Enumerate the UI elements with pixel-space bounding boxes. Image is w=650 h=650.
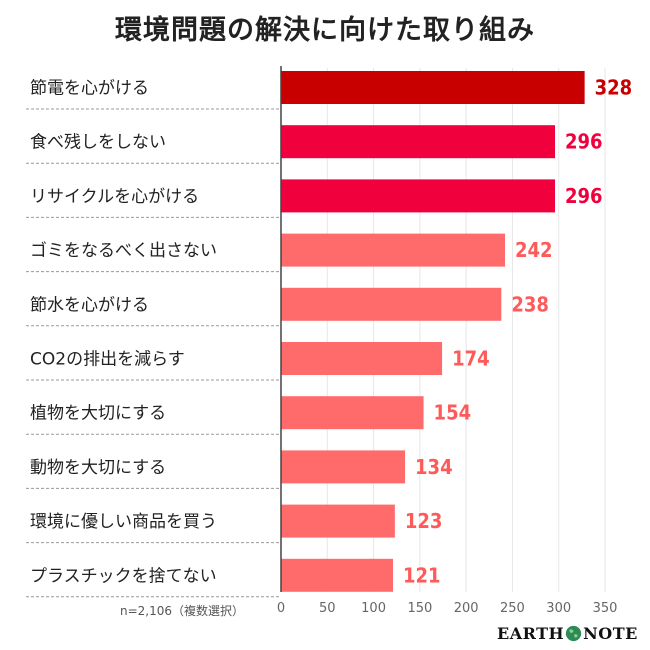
data-label: 238 (511, 292, 549, 316)
bar (281, 71, 585, 104)
data-label: 121 (403, 563, 441, 587)
bar (281, 125, 556, 159)
globe-icon (566, 625, 582, 642)
data-label: 154 (434, 401, 472, 425)
x-tick-label: 350 (593, 601, 618, 616)
category-label: 食べ残しをしない (30, 133, 166, 153)
brand-text-right: NOTE (583, 624, 638, 643)
bar (281, 504, 395, 538)
category-label: プラスチックを捨てない (30, 566, 217, 586)
bar (281, 450, 406, 484)
bar (281, 233, 506, 267)
category-label: 動物を大切にする (30, 458, 166, 478)
bar (281, 342, 443, 375)
chart-title: 環境問題の解決に向けた取り組み (115, 15, 535, 46)
category-label: 環境に優しい商品を買う (30, 512, 217, 532)
category-label: 節水を心がける (30, 295, 149, 315)
data-label: 134 (415, 455, 453, 479)
sample-size-note: n=2,106（複数選択） (120, 604, 245, 618)
category-label: ゴミをなるべく出さない (30, 240, 217, 261)
bar (281, 179, 556, 213)
category-label: CO2の排出を減らす (30, 350, 185, 370)
bar (281, 558, 394, 592)
category-label: リサイクルを心がける (30, 187, 199, 207)
data-label: 123 (405, 509, 443, 533)
x-tick-label: 50 (319, 601, 336, 616)
data-label: 296 (565, 130, 603, 154)
category-label: 植物を大切にする (30, 404, 166, 424)
x-tick-label: 200 (454, 601, 479, 616)
data-label: 296 (565, 184, 603, 208)
x-tick-label: 100 (361, 601, 386, 616)
data-label: 328 (595, 76, 633, 100)
x-tick-label: 250 (500, 601, 525, 616)
x-tick-label: 300 (546, 601, 571, 616)
x-tick-label: 150 (407, 601, 432, 616)
x-tick-label: 0 (277, 601, 285, 616)
brand-logo: EARTH NOTE (497, 624, 638, 643)
category-label: 節電を心がける (30, 79, 149, 99)
bar (281, 396, 424, 430)
bar (281, 287, 502, 321)
data-label: 174 (452, 347, 490, 371)
brand-text-left: EARTH (497, 624, 565, 643)
data-label: 242 (515, 238, 553, 262)
